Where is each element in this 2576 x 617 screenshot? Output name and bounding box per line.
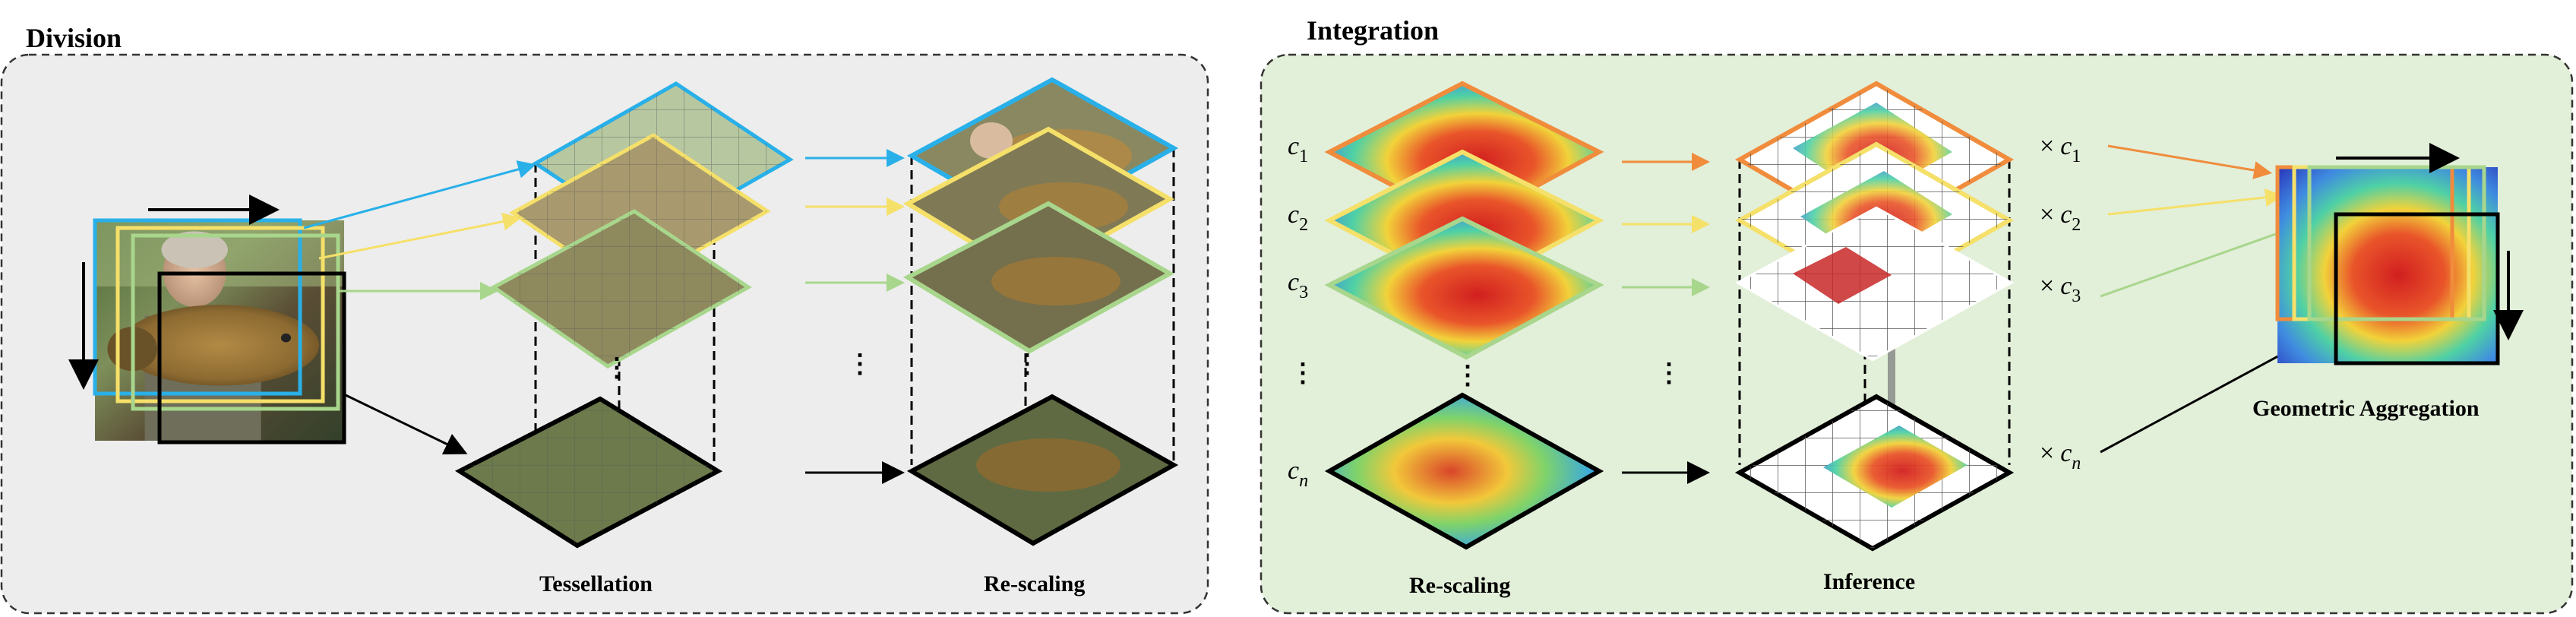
inference-stack <box>1734 81 2015 552</box>
coef-left-ellipsis: ⋮ <box>1290 359 1316 388</box>
aggregated-heatmap-image <box>2277 167 2498 363</box>
arrow-yellow-to-tess <box>318 212 521 260</box>
heatmap-ellipsis: ⋮ <box>1455 362 1481 390</box>
tessellation-label: Tessellation <box>539 571 653 596</box>
coef-left-n: cn <box>1288 457 1308 491</box>
source-image <box>68 195 346 445</box>
heatmap-layer-n <box>1324 392 1604 550</box>
window-yellow <box>115 226 325 403</box>
window-green <box>131 233 340 411</box>
heatmap-layer-3 <box>1324 216 1604 360</box>
heatmap-rescaling-stack: ⋮ <box>1324 81 1604 550</box>
arrow-orange-to-agg <box>2107 144 2272 179</box>
coef-left-1: c1 <box>1288 132 1308 166</box>
division-panel: Division <box>0 23 1209 615</box>
window-blue <box>93 218 302 396</box>
integration-panel: Integration c1 c2 c3 ⋮ cn ⋮ Re-scaling ⋮ <box>1260 15 2574 615</box>
tessellation-stack: ⋮ <box>454 81 794 549</box>
rescale-ellipsis: ⋮ <box>1014 350 1040 378</box>
division-title: Division <box>26 23 122 53</box>
coef-right-3: × c3 <box>2040 272 2081 306</box>
integration-rescaling-label: Re-scaling <box>1409 573 1510 598</box>
integration-title: Integration <box>1307 15 1439 46</box>
rescaling-stack: ⋮ <box>902 77 1179 546</box>
division-rescaling-label: Re-scaling <box>984 571 1085 596</box>
window-black <box>157 271 346 445</box>
coef-left-2: c2 <box>1288 201 1308 235</box>
coef-right-2: × c2 <box>2040 201 2081 235</box>
aggregated-heatmap <box>2275 143 2524 365</box>
arrow-black-to-tess <box>345 394 468 455</box>
mid-ellipsis-left: ⋮ <box>847 350 873 378</box>
arrow-blue-to-tess <box>303 160 536 229</box>
inference-label: Inference <box>1823 569 1915 594</box>
arrow-yellow-to-agg <box>2107 188 2284 216</box>
coef-left-3: c3 <box>1288 268 1308 302</box>
geometric-aggregation-label: Geometric Aggregation <box>2252 396 2480 421</box>
tess-ellipsis: ⋮ <box>604 354 630 382</box>
coef-right-n: × cn <box>2040 439 2081 473</box>
coef-right-1: × c1 <box>2040 132 2081 166</box>
mid-ellipsis-right: ⋮ <box>1656 359 1682 388</box>
